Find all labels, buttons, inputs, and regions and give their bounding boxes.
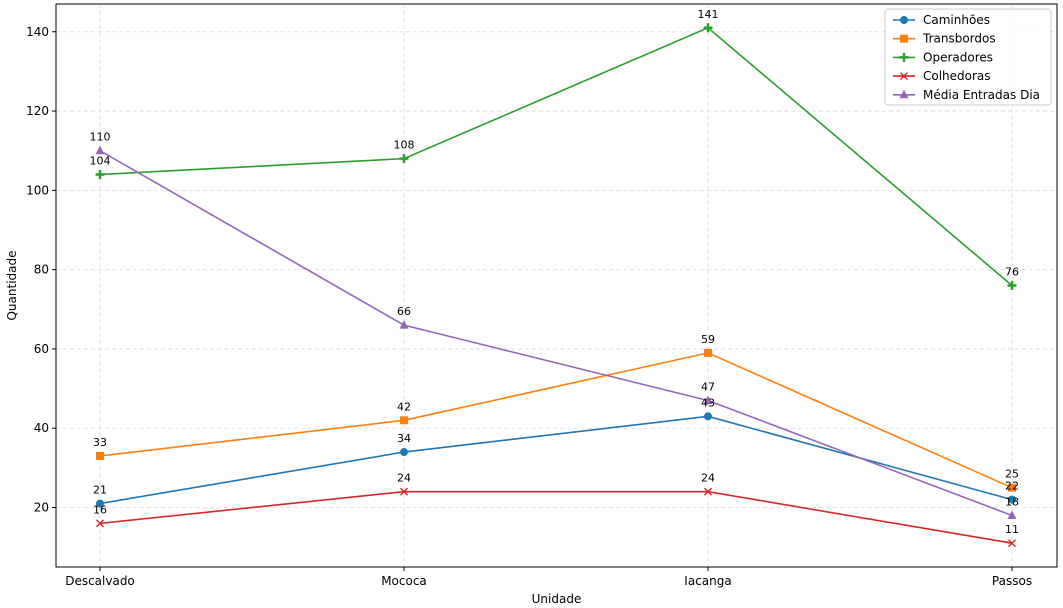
data-point (400, 448, 408, 457)
data-label: 104 (90, 154, 111, 167)
legend-label: Colhedoras (923, 69, 991, 83)
x-tick-label: Iacanga (684, 574, 731, 588)
data-label: 21 (93, 484, 107, 497)
data-label: 141 (698, 8, 719, 21)
x-axis: Descalvado Mococa Iacanga Passos (65, 567, 1032, 588)
data-point (400, 487, 408, 496)
legend-item: Caminhões (893, 13, 990, 27)
legend-box (884, 8, 1052, 106)
data-point (704, 487, 712, 496)
series-line (99, 26, 1013, 287)
legend-label: Média Entradas Dia (923, 88, 1040, 102)
data-label: 108 (394, 139, 415, 152)
series-media-entradas-dia (95, 145, 1017, 519)
data-point (95, 145, 105, 155)
y-axis-title: Quantidade (5, 250, 19, 320)
series-line (99, 150, 1013, 517)
data-point (1008, 539, 1016, 548)
data-label: 42 (397, 400, 411, 413)
data-point (1008, 483, 1016, 492)
data-point (96, 451, 104, 460)
data-point (95, 169, 105, 179)
data-point (703, 395, 713, 404)
x-tick-label: Passos (992, 574, 1032, 588)
y-tick-label: 120 (26, 104, 49, 118)
y-tick-label: 140 (26, 25, 49, 39)
data-label: 22 (1005, 480, 1019, 493)
data-label: 34 (397, 432, 411, 445)
legend-label: Operadores (923, 50, 993, 64)
series-line (99, 490, 1013, 544)
data-label: 66 (397, 305, 411, 318)
x-tick-label: Mococa (381, 574, 427, 588)
legend-item: Transbordos (893, 32, 996, 46)
data-point (96, 499, 104, 508)
series-transbordos (96, 348, 1016, 492)
legend: Caminhões Transbordos Operadores Colhedoras… (884, 8, 1052, 106)
data-point (1008, 495, 1016, 504)
data-point (400, 416, 408, 425)
legend-item: Colhedoras (893, 69, 991, 83)
data-label: 76 (1005, 266, 1019, 279)
series-line (99, 415, 1013, 505)
y-tick-label: 100 (26, 183, 49, 197)
data-point (399, 320, 409, 329)
plot-frame (55, 3, 1058, 568)
data-point (1007, 510, 1017, 519)
legend-item: Operadores (893, 50, 993, 64)
data-label: 16 (93, 503, 107, 516)
data-label: 47 (701, 380, 715, 393)
data-point (703, 23, 713, 33)
data-label: 24 (701, 472, 715, 485)
data-point (399, 154, 409, 164)
data-label: 11 (1005, 523, 1019, 536)
y-axis: 20 40 60 80 100 120 140 (26, 25, 56, 515)
x-tick-label: Descalvado (65, 574, 135, 588)
y-tick-label: 60 (34, 342, 49, 356)
data-label: 33 (93, 436, 107, 449)
y-tick-label: 40 (34, 421, 49, 435)
data-label: 43 (701, 396, 715, 409)
data-labels: 21 34 43 22 33 42 59 25 104 108 141 76 16 24 24 11 110 66… (90, 8, 1020, 536)
series-layer (95, 23, 1017, 548)
series-colhedoras (96, 487, 1016, 548)
data-label: 25 (1005, 468, 1019, 481)
series-caminhoes (96, 412, 1016, 508)
data-point (96, 519, 104, 528)
y-tick-label: 80 (34, 263, 49, 277)
legend-label: Caminhões (923, 13, 990, 27)
data-label: 110 (90, 131, 111, 144)
data-label: 18 (1005, 495, 1019, 508)
data-point (1007, 281, 1017, 290)
series-line (99, 352, 1013, 489)
legend-item: Média Entradas Dia (893, 88, 1040, 102)
series-operadores (95, 23, 1017, 290)
data-point (704, 412, 712, 421)
y-tick-label: 20 (34, 501, 49, 515)
data-label: 59 (701, 333, 715, 346)
legend-label: Transbordos (922, 32, 996, 46)
x-axis-title: Unidade (532, 592, 582, 606)
data-point (704, 348, 712, 357)
data-label: 24 (397, 472, 411, 485)
